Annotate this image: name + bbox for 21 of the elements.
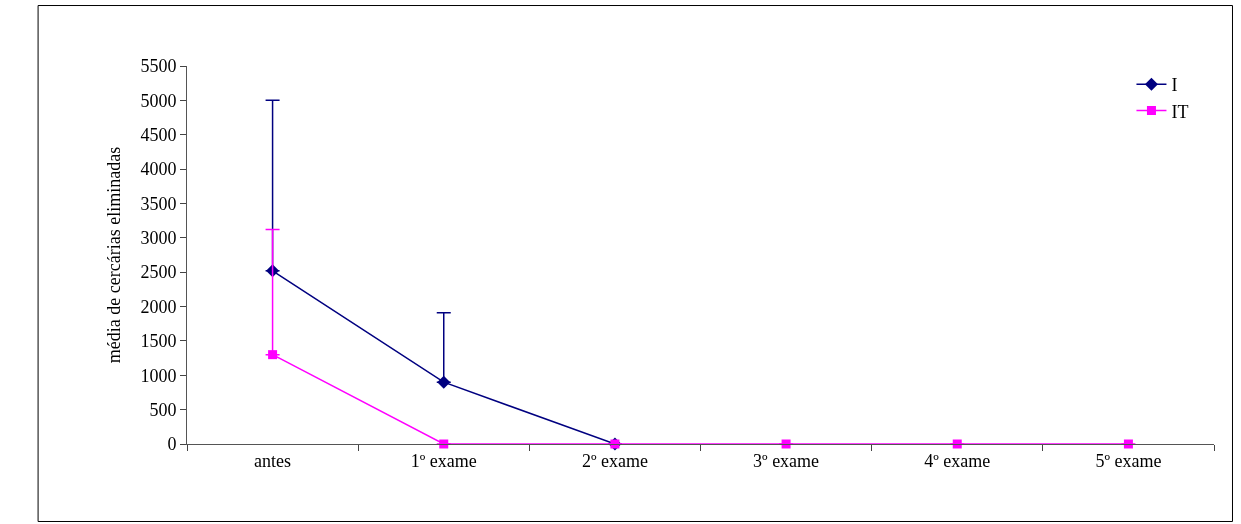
x-tick-label: 2º exame: [581, 450, 648, 471]
y-tick-label: 2000: [140, 296, 177, 317]
y-tick-label: 500: [149, 399, 177, 420]
x-tick-label: 4º exame: [924, 450, 991, 471]
x-tick-label: 5º exame: [1095, 450, 1162, 471]
y-tick-label: 1500: [140, 331, 177, 352]
y-tick-label: 1000: [140, 365, 177, 386]
y-tick-label: 2500: [140, 262, 177, 283]
y-tick-label: 5500: [140, 56, 177, 77]
y-tick-label: 3500: [140, 193, 177, 214]
legend-label: I: [1171, 75, 1178, 96]
legend-label: IT: [1171, 101, 1189, 122]
y-tick-label: 0: [167, 434, 177, 455]
y-tick-label: 4000: [140, 159, 177, 180]
y-tick-label: 5000: [140, 90, 177, 111]
x-tick-label: antes: [254, 450, 292, 471]
y-axis-title: média de cercárias eliminadas: [103, 146, 124, 364]
x-tick-label: 3º exame: [753, 450, 820, 471]
x-tick-label: 1º exame: [410, 450, 477, 471]
y-tick-label: 3000: [140, 228, 177, 249]
y-tick-label: 4500: [140, 125, 177, 146]
